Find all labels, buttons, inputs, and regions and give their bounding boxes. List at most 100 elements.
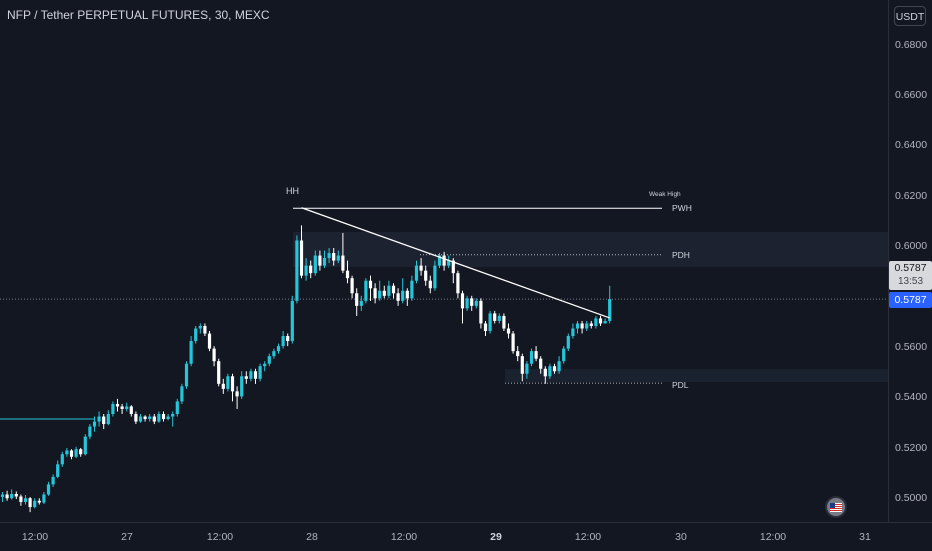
candle-body	[175, 401, 179, 415]
candle-body	[585, 323, 589, 329]
time-tick: 29	[490, 531, 502, 543]
price-tick: 0.5200	[894, 442, 928, 454]
candle-body	[460, 293, 465, 309]
candle-body	[424, 270, 428, 281]
candle-body	[359, 300, 363, 306]
candle-body	[410, 280, 414, 299]
candle-body	[598, 318, 603, 324]
candle-body	[0, 494, 5, 497]
candle-body	[28, 498, 32, 508]
price-chart[interactable]	[0, 0, 888, 522]
candle-body	[608, 299, 612, 321]
bar-countdown: 13:53	[897, 276, 924, 287]
candle-body	[299, 240, 304, 276]
candle-body	[88, 426, 92, 437]
candle-body	[529, 351, 534, 364]
price-tick: 0.6000	[894, 240, 928, 252]
price-tick: 0.6800	[894, 39, 928, 51]
price-tick: 0.5400	[894, 391, 928, 403]
pdl-zone	[505, 369, 888, 382]
candle-body	[405, 290, 409, 299]
candle-body	[456, 273, 460, 294]
candle-body	[465, 298, 469, 309]
candle-body	[368, 280, 373, 289]
candle-body	[212, 348, 216, 362]
candle-body	[249, 371, 253, 379]
candle-body	[332, 253, 336, 261]
candle-body	[221, 383, 225, 389]
candle-body	[60, 454, 64, 465]
candle-body	[19, 496, 23, 503]
candle-body	[543, 368, 547, 377]
candle-body	[322, 258, 327, 266]
candle-body	[520, 356, 524, 374]
candle-body	[120, 406, 124, 409]
candle-body	[304, 265, 308, 276]
candle-body	[258, 366, 262, 379]
symbol-title[interactable]: NFP / Tether PERPETUAL FUTURES, 30, MEXC	[7, 8, 270, 22]
pdl-label: PDL	[672, 380, 689, 390]
time-tick: 27	[121, 531, 133, 543]
candle-body	[548, 366, 552, 377]
candle-body	[534, 351, 538, 359]
candle-body	[23, 498, 28, 503]
candle-body	[474, 300, 478, 306]
candle-body	[419, 265, 423, 271]
candle-body	[589, 323, 593, 326]
price-axis[interactable]: USDT 0.6800 0.6600 0.6400 0.6200 0.6000 …	[888, 0, 932, 522]
candle-body	[313, 255, 317, 274]
price-tick: 0.5600	[894, 341, 928, 353]
price-tick: 0.6400	[894, 139, 928, 151]
candle-body	[184, 363, 189, 387]
us-flag-icon[interactable]	[827, 498, 845, 516]
candle-body	[290, 300, 294, 342]
time-tick: 30	[675, 531, 687, 543]
candle-body	[148, 416, 152, 420]
candle-body	[483, 323, 488, 332]
time-axis[interactable]: 12:00 27 12:00 28 12:00 29 12:00 30 12:0…	[0, 522, 932, 551]
candle-body	[396, 293, 400, 301]
candle-body	[350, 278, 354, 294]
candle-body	[378, 290, 382, 299]
candle-body	[33, 500, 37, 508]
pwh-label: PWH	[672, 203, 692, 213]
candle-body	[143, 416, 147, 420]
candle-body	[391, 285, 396, 294]
pdh-label: PDH	[672, 250, 690, 260]
candle-body	[5, 494, 9, 499]
currency-button[interactable]: USDT	[894, 6, 926, 26]
candle-body	[345, 270, 350, 279]
candle-body	[138, 416, 143, 422]
candle-body	[46, 484, 51, 495]
time-tick: 12:00	[206, 531, 234, 543]
candle-body	[263, 363, 267, 367]
candle-body	[161, 414, 166, 420]
candle-body	[442, 255, 446, 266]
candle-body	[180, 386, 184, 402]
last-price-value: 0.5787	[894, 262, 927, 274]
candle-body	[309, 265, 313, 274]
candle-body	[552, 366, 557, 372]
candle-body	[470, 298, 474, 306]
hh-label: HH	[286, 186, 299, 196]
chart-area[interactable]: HH Weak High PWH PDH PDL NFP / Tether PE…	[0, 0, 888, 522]
candle-body	[364, 280, 368, 301]
candle-body	[125, 406, 129, 409]
candle-body	[189, 341, 193, 364]
candle-body	[562, 348, 566, 362]
candle-body	[603, 320, 607, 324]
candle-body	[286, 336, 290, 342]
candle-body	[240, 376, 244, 397]
time-tick: 12:00	[21, 531, 49, 543]
last-price-label: 0.5787 13:53	[889, 261, 932, 290]
candle-body	[525, 363, 529, 374]
price-tick: 0.5000	[894, 492, 928, 504]
candle-body	[355, 293, 359, 306]
candle-body	[37, 500, 41, 503]
candle-body	[594, 318, 598, 326]
candle-body	[414, 265, 419, 281]
candle-body	[557, 361, 561, 372]
candle-body	[171, 414, 175, 417]
time-tick: 12:00	[759, 531, 787, 543]
candle-body	[166, 416, 170, 420]
